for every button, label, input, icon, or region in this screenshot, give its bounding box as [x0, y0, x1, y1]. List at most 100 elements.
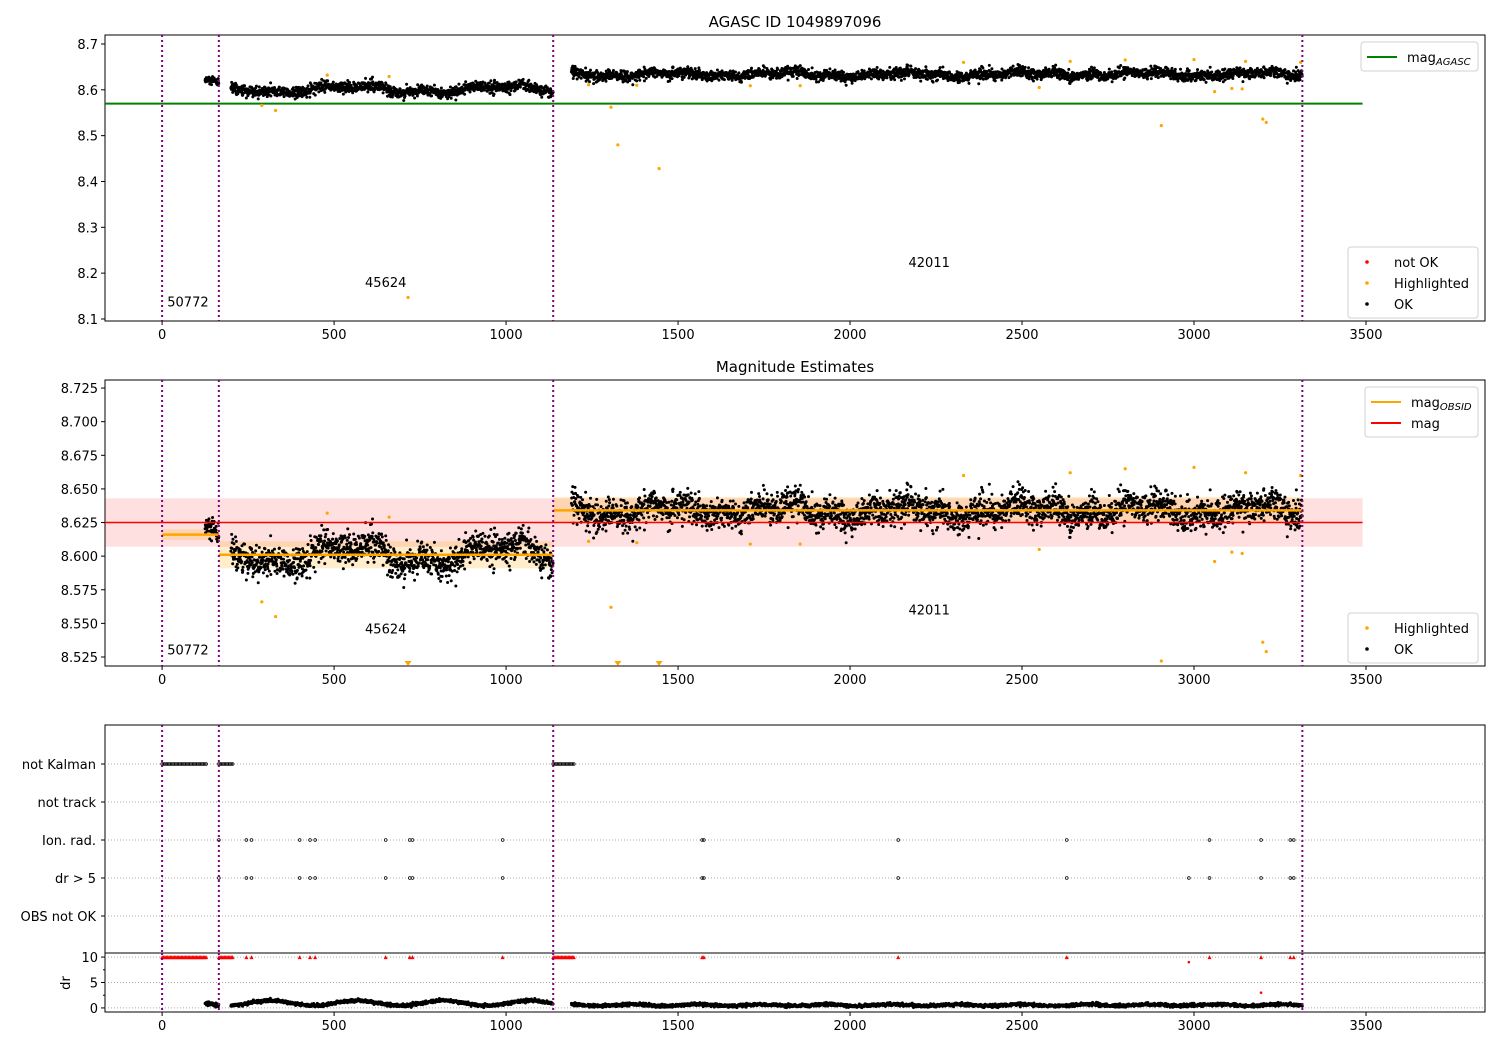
ok-point: [277, 546, 281, 550]
ok-point: [363, 534, 367, 538]
x-tick-label: 500: [322, 673, 347, 688]
ok-point: [235, 562, 239, 566]
ok-point: [251, 575, 255, 579]
ok-point: [493, 78, 497, 82]
y-tick-label: 8.550: [61, 617, 98, 632]
highlighted-point: [587, 83, 591, 87]
x-tick-label: 3500: [1349, 673, 1382, 688]
ok-point: [1223, 78, 1227, 82]
ok-point: [395, 561, 399, 565]
ok-point: [834, 78, 838, 82]
chart-title-1: AGASC ID 1049897096: [709, 13, 882, 31]
ok-point: [615, 71, 619, 75]
ok-point: [243, 542, 247, 546]
ok-point: [697, 68, 701, 72]
highlighted-point: [798, 84, 802, 88]
ok-point: [938, 66, 942, 70]
ok-point: [256, 97, 260, 101]
ok-point: [305, 550, 309, 554]
ok-point: [366, 543, 370, 547]
ok-point: [295, 568, 299, 572]
y-tick-label: 8.725: [61, 382, 98, 397]
ok-point: [869, 77, 873, 81]
ok-point: [960, 72, 964, 76]
ok-point: [810, 66, 814, 70]
ok-point: [272, 547, 276, 551]
ok-point: [454, 98, 458, 102]
ok-point: [1238, 66, 1242, 70]
ok-point: [369, 546, 373, 550]
ok-point: [399, 572, 403, 576]
ok-point: [355, 543, 359, 547]
ok-point: [1119, 64, 1123, 68]
ok-point: [795, 77, 799, 81]
ok-point: [850, 81, 854, 85]
ok-point: [250, 547, 254, 551]
ok-point: [367, 549, 371, 553]
ok-point: [415, 94, 419, 98]
ok-point: [508, 93, 512, 97]
ok-point: [282, 95, 286, 99]
ok-point: [308, 576, 312, 580]
ok-point: [352, 532, 356, 536]
ok-point: [981, 66, 985, 70]
ok-point: [381, 91, 385, 95]
ok-point: [312, 565, 316, 569]
ok-point: [284, 563, 288, 567]
ok-point: [217, 81, 221, 85]
ok-point: [348, 80, 352, 84]
legend-label: not OK: [1394, 256, 1439, 271]
ok-point: [244, 96, 248, 100]
ok-point: [791, 74, 795, 78]
ok-point: [276, 93, 280, 97]
highlighted-point: [1240, 87, 1244, 91]
ok-point: [342, 550, 346, 554]
ok-point: [232, 542, 236, 546]
ok-point: [1092, 66, 1096, 70]
ok-point: [380, 535, 384, 539]
ok-point: [335, 539, 339, 543]
ok-point: [384, 538, 388, 542]
ok-point: [269, 572, 273, 576]
ok-point: [366, 560, 370, 564]
ok-point: [457, 82, 461, 86]
ok-point: [1283, 68, 1287, 72]
ok-point: [269, 534, 273, 538]
y-tick-label: 8.4: [77, 175, 98, 190]
y-tick-label: 8.600: [61, 550, 98, 565]
ok-point: [337, 543, 341, 547]
ok-point: [260, 550, 264, 554]
ok-point: [282, 574, 286, 578]
ok-point: [341, 567, 345, 571]
x-tick-label: 3000: [1177, 673, 1210, 688]
ok-point: [291, 572, 295, 576]
ok-point: [587, 80, 591, 84]
x-tick-label: 3500: [1349, 328, 1382, 343]
ok-point: [320, 549, 324, 553]
ok-point: [238, 548, 242, 552]
y-tick-label: 8.650: [61, 483, 98, 498]
ok-point: [644, 76, 648, 80]
ok-point: [906, 63, 910, 67]
ok-point: [290, 569, 294, 573]
ok-point: [314, 546, 318, 550]
ok-point: [611, 68, 615, 72]
ok-point: [987, 63, 991, 67]
ok-point: [1011, 64, 1015, 68]
highlighted-point: [1243, 59, 1248, 64]
ok-point: [405, 538, 409, 542]
ok-point: [828, 67, 832, 71]
ok-point: [589, 68, 593, 72]
agasc-panel: 0 500 1000 1500 2000 2500 3000 35008.18.28.38.4…: [77, 34, 1486, 343]
ok-point: [347, 559, 351, 563]
ok-point: [341, 92, 345, 96]
ok-point: [1202, 78, 1206, 82]
ok-point: [1023, 65, 1027, 69]
ok-point: [346, 79, 350, 83]
ok-point: [321, 547, 325, 551]
ok-point: [1110, 80, 1114, 84]
ok-point: [608, 70, 612, 74]
ok-point: [236, 566, 240, 570]
ok-point: [246, 571, 250, 575]
ok-point: [345, 542, 349, 546]
